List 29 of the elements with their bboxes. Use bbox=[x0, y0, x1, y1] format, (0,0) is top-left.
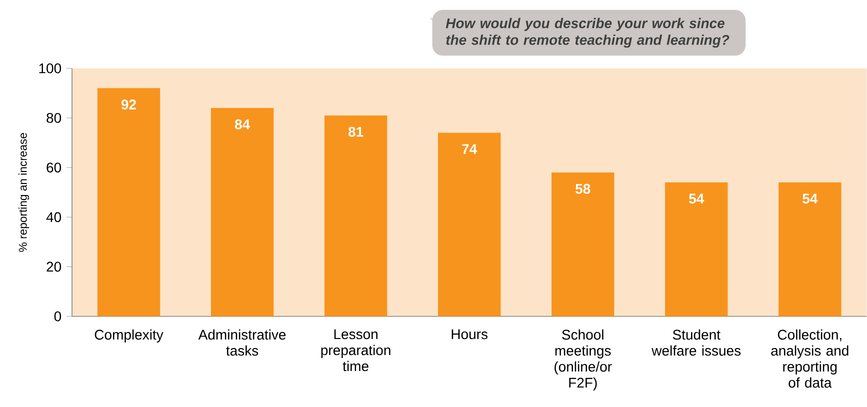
y-tick-label: 40 bbox=[46, 212, 62, 222]
data-label: 58 bbox=[576, 184, 590, 194]
y-axis-title: % reporting an increase bbox=[18, 133, 30, 252]
bar bbox=[97, 88, 160, 316]
y-tick-label: 20 bbox=[46, 262, 62, 272]
x-tick-label: Complexity bbox=[94, 329, 164, 342]
data-label: 54 bbox=[802, 194, 818, 204]
y-tick-label: 100 bbox=[39, 63, 62, 74]
x-tick-label: Administrative tasks bbox=[198, 329, 286, 356]
y-tick-label: 80 bbox=[46, 112, 62, 123]
bar bbox=[324, 115, 388, 316]
text: How would you describe your work since the shift to remote teaching and learning? bbox=[446, 18, 730, 48]
data-label: 54 bbox=[689, 194, 704, 204]
y-tick-label: 60 bbox=[46, 162, 62, 172]
data-label: 81 bbox=[348, 126, 364, 137]
bar bbox=[665, 182, 728, 316]
y-tick-label: 0 bbox=[54, 311, 62, 322]
x-tick-label: School meetings (online/or F2F) bbox=[554, 329, 612, 390]
data-label: 92 bbox=[121, 100, 136, 110]
data-label: 84 bbox=[234, 119, 250, 130]
bar bbox=[210, 108, 274, 316]
x-tick-label: Lesson preparation time bbox=[321, 329, 390, 372]
x-tick-label: Collection, analysis and reporting of data bbox=[771, 329, 848, 388]
x-tick-label: Hours bbox=[452, 329, 488, 340]
bar bbox=[438, 132, 501, 316]
x-tick-label: Student welfare issues bbox=[652, 329, 741, 356]
bar bbox=[552, 172, 614, 316]
data-label: 74 bbox=[462, 144, 478, 154]
bar bbox=[778, 182, 842, 316]
